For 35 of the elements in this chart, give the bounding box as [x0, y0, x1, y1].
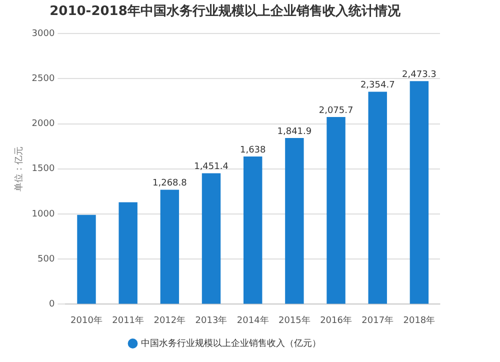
data-label: 2,075.7 [318, 106, 354, 116]
bar [410, 81, 429, 304]
data-label: 1,451.4 [194, 162, 229, 172]
bar [77, 214, 96, 304]
data-label: 1,638 [240, 145, 266, 156]
x-tick-label: 2014年 [236, 314, 269, 326]
y-tick-label: 2500 [32, 74, 55, 84]
bar [243, 156, 262, 304]
y-tick-label: 0 [48, 300, 55, 310]
x-tick-label: 2018年 [403, 314, 436, 326]
data-label: 2,354.7 [360, 80, 395, 91]
x-tick-label: 2012年 [154, 314, 186, 326]
bar [160, 190, 180, 304]
x-tick-label: 2015年 [278, 314, 310, 326]
bar [202, 173, 221, 304]
y-tick-label: 1000 [32, 209, 55, 220]
data-label: 2,473.3 [402, 70, 436, 80]
y-tick-label: 500 [38, 254, 55, 264]
data-label: 1,268.8 [152, 178, 188, 189]
x-tick-label: 2011年 [112, 314, 144, 326]
x-tick-label: 2010年 [70, 314, 102, 326]
y-tick-label: 3000 [32, 28, 55, 39]
y-tick-label: 1500 [32, 164, 55, 174]
x-tick-label: 2016年 [320, 314, 352, 326]
legend-label: 中国水务行业规模以上企业销售收入（亿元） [140, 338, 321, 349]
bar [285, 138, 304, 304]
x-tick-label: 2013年 [195, 314, 228, 326]
y-axis-title: 单位：亿元 [14, 146, 25, 192]
y-tick-label: 2000 [32, 119, 55, 130]
x-tick-label: 2017年 [362, 314, 394, 326]
bar [326, 116, 346, 304]
bar [118, 202, 138, 304]
bar [368, 92, 387, 304]
chart-title: 2010-2018年中国水务行业规模以上企业销售收入统计情况 [50, 3, 402, 20]
data-label: 1,841.9 [277, 126, 312, 137]
